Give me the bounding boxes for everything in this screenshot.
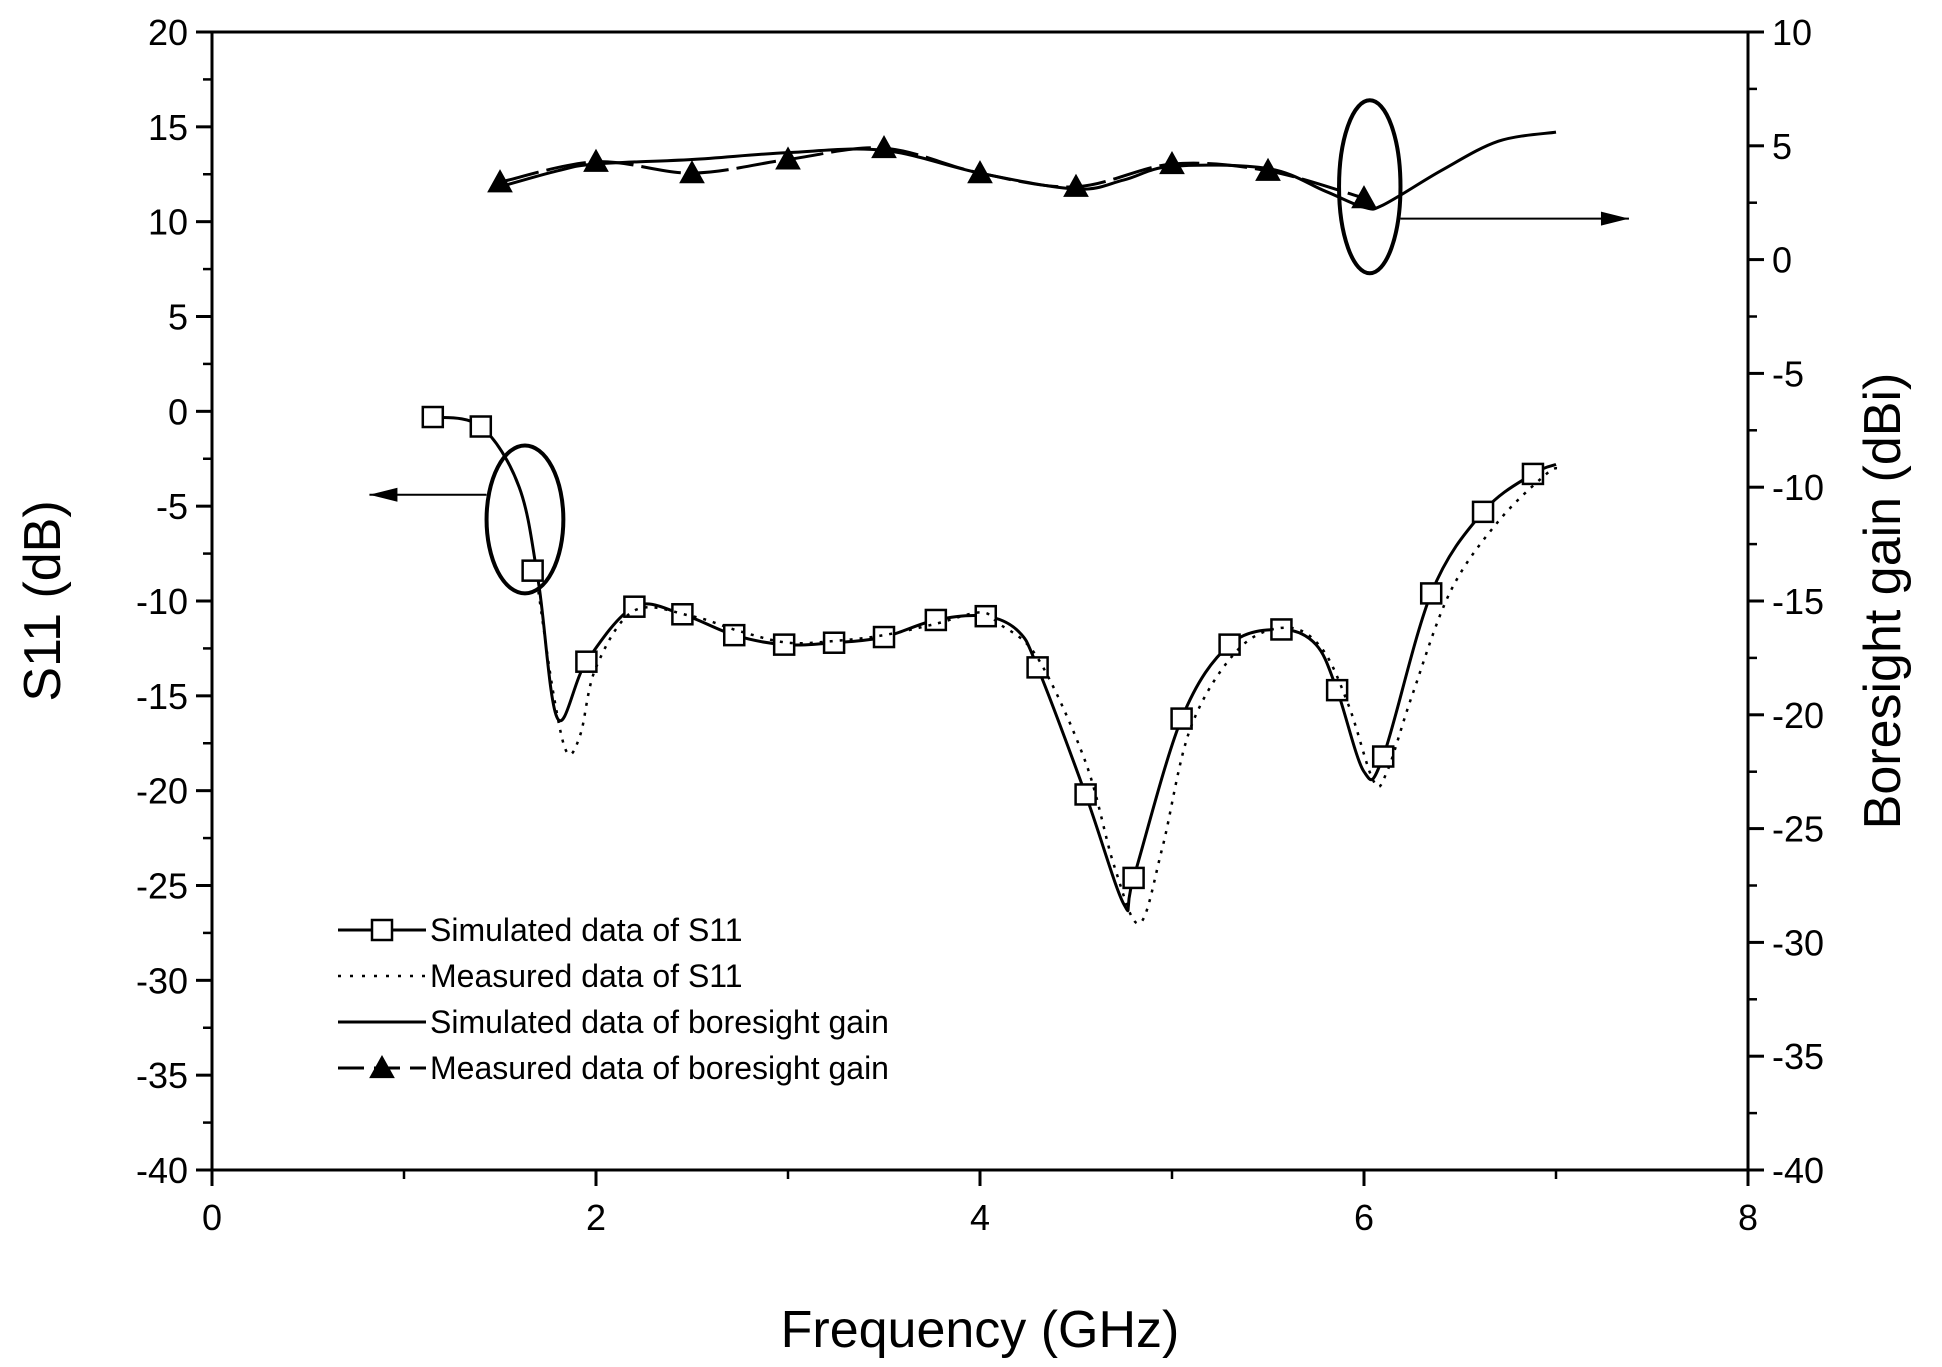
data-point-square [924, 608, 948, 632]
data-point-square [1170, 707, 1193, 730]
y-axis-left-title: S11 (dB) [14, 500, 72, 701]
y-left-tick-label: -35 [136, 1055, 188, 1096]
data-point-square [575, 650, 598, 673]
x-tick-label: 4 [970, 1197, 990, 1238]
data-point-square [1122, 866, 1145, 890]
y-left-tick-label: -30 [136, 960, 188, 1001]
annotations [369, 98, 1629, 596]
data-point-triangle [1255, 157, 1281, 181]
y-left-tick-label: -15 [136, 676, 188, 717]
y-right-tick-label: -30 [1772, 922, 1824, 963]
y-axis-right-title: Boresight gain (dBi) [1854, 373, 1912, 830]
x-tick-label: 8 [1738, 1197, 1758, 1238]
data-point-triangle [1063, 173, 1089, 197]
data-point-triangle [1159, 150, 1185, 175]
data-point-square [1371, 745, 1395, 768]
plot-frame [210, 30, 1750, 1172]
y-right-tick-label: -5 [1772, 353, 1804, 394]
legend-label: Measured data of S11 [430, 958, 743, 994]
y-left-tick-label: 10 [148, 202, 188, 243]
data-point-triangle [679, 160, 705, 184]
y-right-tick-label: -25 [1772, 809, 1824, 850]
y-right-tick-label: -20 [1772, 695, 1824, 736]
legend-triangle-marker [369, 1054, 395, 1079]
data-point-square [1521, 462, 1545, 486]
data-point-triangle [583, 148, 609, 172]
data-point-triangle [487, 169, 513, 193]
legend: Simulated data of S11 Measured data of S1… [338, 912, 889, 1086]
data-point-square [421, 405, 445, 429]
annotation-ellipse [484, 443, 566, 596]
data-point-square [772, 633, 796, 656]
data-point-square [974, 604, 998, 628]
legend-label: Simulated data of S11 [430, 912, 743, 948]
data-point-triangle [775, 146, 801, 170]
y-right-tick-label: -10 [1772, 467, 1824, 508]
data-point-triangle [967, 160, 993, 184]
series-2 [499, 130, 1557, 211]
data-point-square [469, 415, 493, 438]
data-point-square [1218, 633, 1241, 656]
series-3 [487, 135, 1377, 209]
series-line [499, 130, 1557, 211]
x-axis-title: Frequency (GHz) [781, 1301, 1180, 1359]
y-left-tick-label: 15 [148, 107, 188, 148]
legend-entry: Measured data of S11 [338, 958, 743, 994]
data-point-square [671, 603, 694, 626]
x-tick-label: 2 [586, 1197, 606, 1238]
data-point-square [521, 559, 544, 582]
annotation-arrowhead [369, 487, 398, 502]
y-right-tick-label: 5 [1772, 126, 1792, 167]
data-point-square [1026, 656, 1049, 679]
legend-entry: Measured data of boresight gain [338, 1050, 889, 1086]
y-left-tick-label: 5 [168, 297, 188, 338]
data-point-square [822, 631, 846, 654]
y-right-tick-label: -40 [1772, 1150, 1824, 1191]
y-left-tick-label: 0 [168, 391, 188, 432]
data-point-square [1419, 582, 1443, 605]
data-point-triangle [871, 135, 897, 159]
data-point-triangle [1351, 185, 1377, 209]
y-left-tick-label: -5 [156, 486, 188, 527]
series-line [499, 146, 1365, 200]
series-0 [421, 405, 1557, 913]
annotation-ellipse [1337, 98, 1403, 276]
axes-ticks: 0 2 4 6 8 20 15 10 5 0 -5 -10 -15 -20 -25 -30 -35 -40 10 5 0… [136, 12, 1824, 1238]
y-left-tick-label: -40 [136, 1150, 188, 1191]
y-left-tick-label: 20 [148, 12, 188, 53]
annotation-arrowhead [1600, 211, 1629, 226]
y-right-tick-label: 10 [1772, 12, 1812, 53]
y-left-tick-label: -10 [136, 581, 188, 622]
series-layer [421, 130, 1561, 925]
data-point-square [623, 595, 646, 618]
data-point-square [1471, 500, 1495, 524]
data-point-square [1074, 783, 1097, 806]
y-left-tick-label: -20 [136, 771, 188, 812]
data-point-square [722, 623, 746, 647]
x-tick-label: 6 [1354, 1197, 1374, 1238]
legend-entry: Simulated data of boresight gain [338, 1004, 889, 1040]
legend-square-marker [370, 918, 394, 942]
legend-label: Measured data of boresight gain [430, 1050, 889, 1086]
y-right-tick-label: -35 [1772, 1036, 1824, 1077]
series-line [432, 415, 1557, 913]
y-right-tick-label: 0 [1772, 240, 1792, 281]
y-right-tick-label: -15 [1772, 581, 1824, 622]
legend-entry: Simulated data of S11 [338, 912, 743, 948]
data-point-square [872, 625, 896, 649]
data-point-square [1270, 618, 1293, 641]
data-point-square [1325, 678, 1349, 702]
legend-label: Simulated data of boresight gain [430, 1004, 889, 1040]
y-left-tick-label: -25 [136, 866, 188, 907]
x-tick-label: 0 [202, 1197, 222, 1238]
